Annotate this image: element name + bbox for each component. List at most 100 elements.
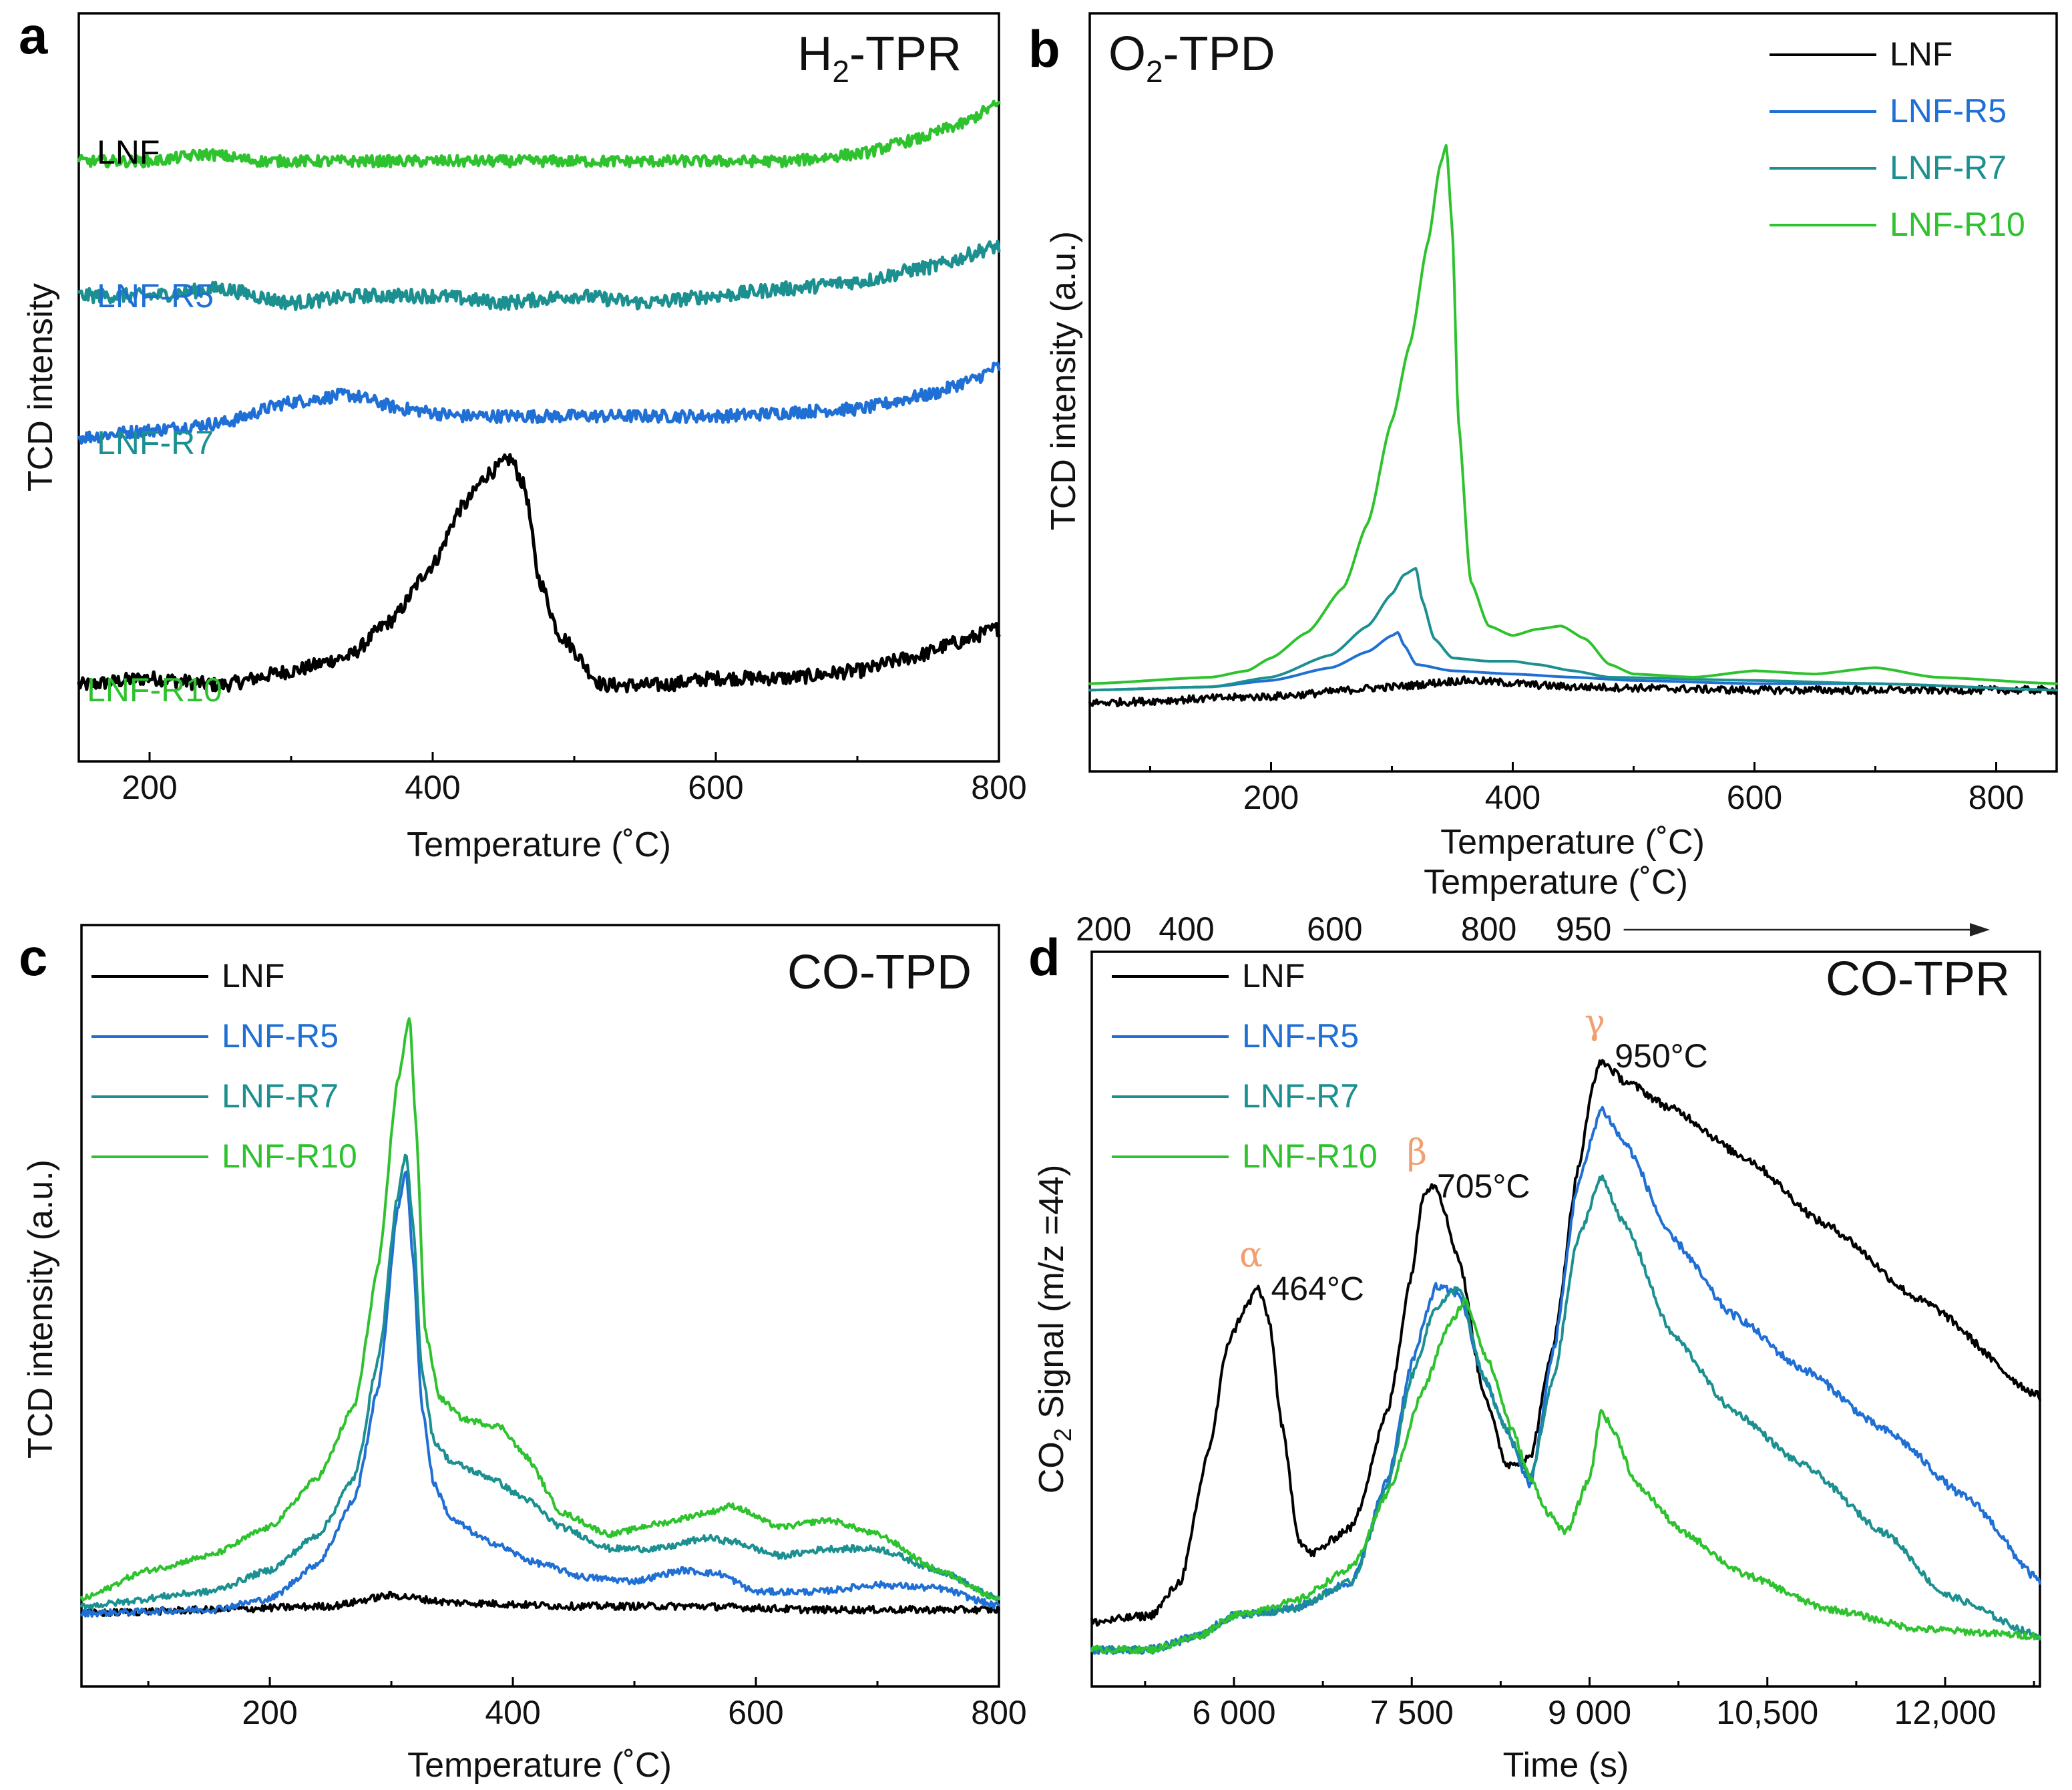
series-a-lnf-r10: [77, 100, 1001, 169]
panel-b-frame: [1088, 12, 2058, 773]
panel-d-ticks: 6 000 7 500 9 000 10,500 12,000: [1144, 1677, 2035, 1731]
top-axis-label-3: 800: [1461, 910, 1516, 948]
series-b-lnf: [1088, 675, 2058, 707]
legend-label-lnf-r10: LNF-R10: [1890, 206, 2025, 243]
top-axis-label-4: 950: [1556, 910, 1611, 948]
panel-d-series: [1090, 1059, 2041, 1655]
legend-label-lnf-r5: LNF-R5: [1890, 92, 2007, 130]
panel-a-title: H2-TPR: [797, 27, 962, 89]
panel-letter-d: d: [1028, 928, 1060, 987]
series-d-lnf-r5: [1090, 1105, 2041, 1655]
panel-c-series: [80, 1017, 1000, 1618]
peak-greek-2: γ: [1585, 1003, 1605, 1043]
panel-d-ylabel-sub: 2: [1049, 1428, 1076, 1441]
panel-d-ylabel-co: CO: [1032, 1441, 1071, 1493]
panel-d-ylabel: CO2 Signal (m/z =44): [1032, 1165, 1076, 1494]
panel-d-title: CO-TPR: [1826, 952, 2010, 1006]
legend-label-lnf-r5: LNF-R5: [222, 1017, 339, 1055]
panel-d-frame: [1090, 950, 2041, 1688]
panel-d-legend: LNF LNF-R5 LNF-R7 LNF-R10: [1112, 957, 1378, 1175]
legend-label-lnf-r7: LNF-R7: [222, 1077, 339, 1115]
legend-label-lnf-r5: LNF-R5: [1242, 1017, 1359, 1055]
xtick-label-a-0: 200: [122, 769, 177, 806]
panel-b-ylabel: TCD intensity (a.u.): [1044, 231, 1083, 530]
panel-letter-a: a: [19, 6, 48, 65]
panel-b-xlabel-2: Temperature (˚C): [1424, 863, 1688, 902]
xtick-label-a-2: 600: [688, 769, 743, 806]
panel-b-series: [1088, 144, 2058, 707]
series-d-lnf-r10: [1090, 1298, 2041, 1655]
panel-c-ylabel: TCD intensity (a.u.): [21, 1159, 60, 1459]
xtick-label-d-2: 9 000: [1548, 1694, 1631, 1731]
series-b-lnf-r7: [1088, 566, 2058, 692]
panel-c-ticks: 200 400 600 800: [147, 1677, 1027, 1731]
top-axis-arrow-head-icon: [1970, 923, 1990, 936]
panel-c-title: CO-TPD: [787, 946, 972, 999]
peak-temp-0: 464°C: [1271, 1270, 1365, 1308]
panel-c: c CO-TPD 200 400 600 800 LNFLNF-R5LNF-R7LNF…: [19, 924, 1027, 1785]
xtick-label-d-1: 7 500: [1370, 1694, 1454, 1731]
series-b-lnf-r5: [1088, 631, 2058, 692]
legend-label-lnf: LNF: [1242, 957, 1305, 995]
legend-label-lnf-r10: LNF-R10: [222, 1137, 357, 1175]
series-a-lnf-r7: [77, 239, 1001, 311]
legend-label-lnf: LNF: [222, 957, 284, 995]
series-a-lnf-r5: [77, 361, 1001, 445]
series-a-lnf: [77, 453, 1001, 694]
panel-d-ylabel-rest: Signal (m/z =44): [1032, 1165, 1071, 1429]
top-axis-label-0: 200: [1076, 910, 1131, 948]
series-c-lnf-r7: [80, 1153, 1000, 1610]
xtick-label-c-1: 400: [485, 1694, 540, 1731]
inline-label-lnf: LNF: [97, 134, 160, 171]
peak-greek-0: α: [1239, 1236, 1263, 1276]
legend-label-lnf-r10: LNF-R10: [1242, 1137, 1378, 1175]
legend-label-lnf-r7: LNF-R7: [1890, 149, 2007, 186]
panel-b-legend: LNF LNF-R5 LNF-R7 LNF-R10: [1770, 35, 2025, 243]
xtick-label-b-1: 400: [1485, 779, 1540, 816]
panel-a: a H2-TPR LNF LNF-R5 LNF-R7 LNF-R10 200 400 60…: [19, 6, 1027, 864]
series-c-lnf-r10: [80, 1017, 1000, 1602]
xtick-label-c-2: 600: [728, 1694, 783, 1731]
xtick-label-a-3: 800: [971, 769, 1026, 806]
panel-a-frame: [77, 12, 1000, 763]
inline-label-lnf-r5: LNF-R5: [97, 277, 214, 315]
inline-label-lnf-r7: LNF-R7: [97, 424, 214, 462]
inline-label-lnf-r10: LNF-R10: [87, 671, 222, 709]
peak-temp-1: 705°C: [1437, 1168, 1530, 1205]
panel-a-series: LNF LNF-R5 LNF-R7 LNF-R10: [77, 100, 1001, 709]
panel-d-xlabel: Time (s): [1503, 1746, 1629, 1785]
xtick-label-d-3: 10,500: [1716, 1694, 1818, 1731]
xtick-label-d-4: 12,000: [1894, 1694, 1997, 1731]
panel-a-xlabel: Temperature (˚C): [407, 826, 671, 864]
series-c-lnf-r5: [80, 1170, 1000, 1618]
panel-a-ticks: 200 400 600 800: [122, 752, 1027, 806]
panel-c-legend: LNF LNF-R5 LNF-R7 LNF-R10: [91, 957, 357, 1175]
legend-label-lnf: LNF: [1890, 35, 1952, 73]
xtick-label-b-0: 200: [1243, 779, 1299, 816]
legend-label-lnf-r7: LNF-R7: [1242, 1077, 1359, 1115]
panel-b-ticks: 200 400 600 800: [1149, 762, 2024, 816]
peak-temp-2: 950°C: [1615, 1037, 1708, 1075]
xtick-label-d-0: 6 000: [1192, 1694, 1275, 1731]
panel-letter-b: b: [1028, 19, 1060, 78]
xtick-label-c-3: 800: [971, 1694, 1026, 1731]
peak-greek-1: β: [1407, 1133, 1427, 1173]
panel-d-top-axis: 200 400 600 800 950: [1076, 910, 1990, 948]
series-b-lnf-r10: [1088, 144, 2058, 685]
panel-a-ylabel: TCD intensity: [21, 283, 60, 492]
xtick-label-b-2: 600: [1727, 779, 1782, 816]
xtick-label-b-3: 800: [1969, 779, 2024, 816]
xtick-label-c-0: 200: [242, 1694, 297, 1731]
top-axis-label-1: 400: [1159, 910, 1214, 948]
xtick-label-a-1: 400: [405, 769, 460, 806]
panel-c-frame: [80, 924, 1000, 1688]
panel-d: d CO-TPR 6 000 7 500 9 000 10,500 12,000 200…: [1028, 910, 2041, 1785]
panel-c-xlabel: Temperature (˚C): [407, 1746, 672, 1785]
panel-b-title: O2-TPD: [1108, 27, 1275, 89]
panel-b-xlabel: Temperature (˚C): [1440, 823, 1705, 862]
top-axis-label-2: 600: [1307, 910, 1362, 948]
panel-letter-c: c: [19, 928, 47, 987]
panel-b: b O2-TPD 200 400 600 800 LNFLNF-R5LNF-R7LNF…: [1028, 12, 2058, 902]
